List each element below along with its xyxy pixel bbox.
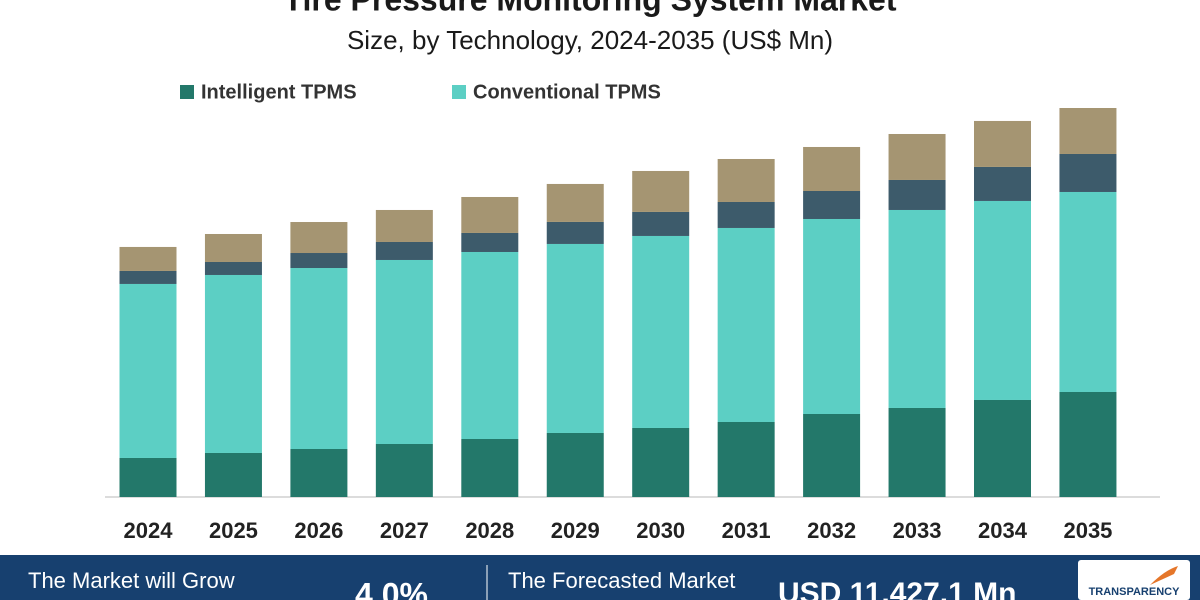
x-tick-label: 2024	[124, 518, 174, 543]
chart-title: Tire Pressure Monitoring System Market	[284, 0, 897, 17]
banner-text: The Market will Grow	[28, 568, 235, 593]
bar-segment	[888, 133, 946, 180]
bar-segment	[290, 449, 348, 497]
bar-segment	[546, 243, 604, 433]
bar-segment	[1059, 108, 1117, 154]
bar-segment	[717, 158, 775, 202]
bar-segment	[974, 166, 1031, 201]
bar-segment	[888, 209, 946, 408]
x-tick-label: 2033	[893, 518, 942, 543]
logo-icon	[1150, 566, 1178, 585]
bar-segment	[803, 414, 861, 497]
bar-segment	[632, 235, 690, 428]
bar-segment	[974, 120, 1031, 167]
bar-segment	[375, 241, 433, 260]
bar-segment	[974, 200, 1031, 400]
bar-segment	[717, 227, 775, 422]
logo-box	[1078, 560, 1190, 600]
bar-segment	[290, 222, 348, 254]
bar-segment	[546, 221, 604, 244]
bar-segment	[717, 421, 775, 497]
bar-segment	[632, 170, 690, 212]
x-tick-label: 2027	[380, 518, 429, 543]
x-tick-label: 2031	[722, 518, 771, 543]
x-tick-label: 2030	[636, 518, 685, 543]
bar-segment	[461, 196, 519, 233]
bar-segment	[119, 246, 177, 271]
x-tick-label: 2026	[294, 518, 343, 543]
bar-segment	[461, 439, 519, 497]
bar-segment	[290, 253, 348, 269]
bar-segment	[375, 259, 433, 445]
bar-segment	[888, 407, 946, 497]
banner-value: USD 11,427.1 Mn	[778, 577, 1016, 600]
bar-segment	[204, 261, 262, 275]
bar-segment	[119, 270, 177, 284]
legend-label: Conventional TPMS	[473, 81, 661, 103]
x-tick-label: 2029	[551, 518, 600, 543]
x-tick-label: 2025	[209, 518, 258, 543]
x-tick-label: 2035	[1063, 518, 1112, 543]
bar-segment	[632, 211, 690, 236]
bar-segment	[204, 274, 262, 453]
bar-segment	[461, 232, 519, 252]
bar-segment	[546, 432, 604, 497]
legend-label: Intelligent TPMS	[201, 81, 357, 103]
banner-background	[0, 555, 1200, 600]
bar-segment	[803, 146, 861, 191]
x-tick-label: 2028	[465, 518, 514, 543]
legend-swatch	[180, 85, 194, 99]
bar-segment	[1059, 191, 1117, 392]
bar-segment	[1059, 153, 1117, 192]
bar-segment	[632, 427, 690, 497]
bar-segment	[546, 183, 604, 222]
logo-text: TRANSPARENCY	[1089, 586, 1181, 598]
bar-segment	[204, 233, 262, 262]
bar-segment	[803, 190, 861, 219]
bar-segment	[119, 283, 177, 458]
bar-segment	[974, 399, 1031, 497]
bar-segment	[717, 201, 775, 228]
x-tick-label: 2032	[807, 518, 856, 543]
bar-segment	[375, 209, 433, 242]
bar-segment	[461, 251, 519, 440]
bar-segment	[375, 444, 433, 497]
banner: The Market will Grow 4.0% The Forecasted…	[0, 555, 1200, 600]
bar-segment	[290, 268, 348, 450]
chart-subtitle: Size, by Technology, 2024-2035 (US$ Mn)	[347, 25, 833, 55]
banner-cagr: 4.0%	[355, 576, 428, 600]
bar-segment	[1059, 391, 1117, 497]
legend-swatch	[452, 85, 466, 99]
bar-segment	[119, 457, 177, 497]
bar-segment	[803, 218, 861, 415]
bar-segment	[204, 452, 262, 497]
x-tick-label: 2034	[978, 518, 1028, 543]
bar-segment	[888, 179, 946, 210]
banner-text: The Forecasted Market	[508, 568, 735, 593]
